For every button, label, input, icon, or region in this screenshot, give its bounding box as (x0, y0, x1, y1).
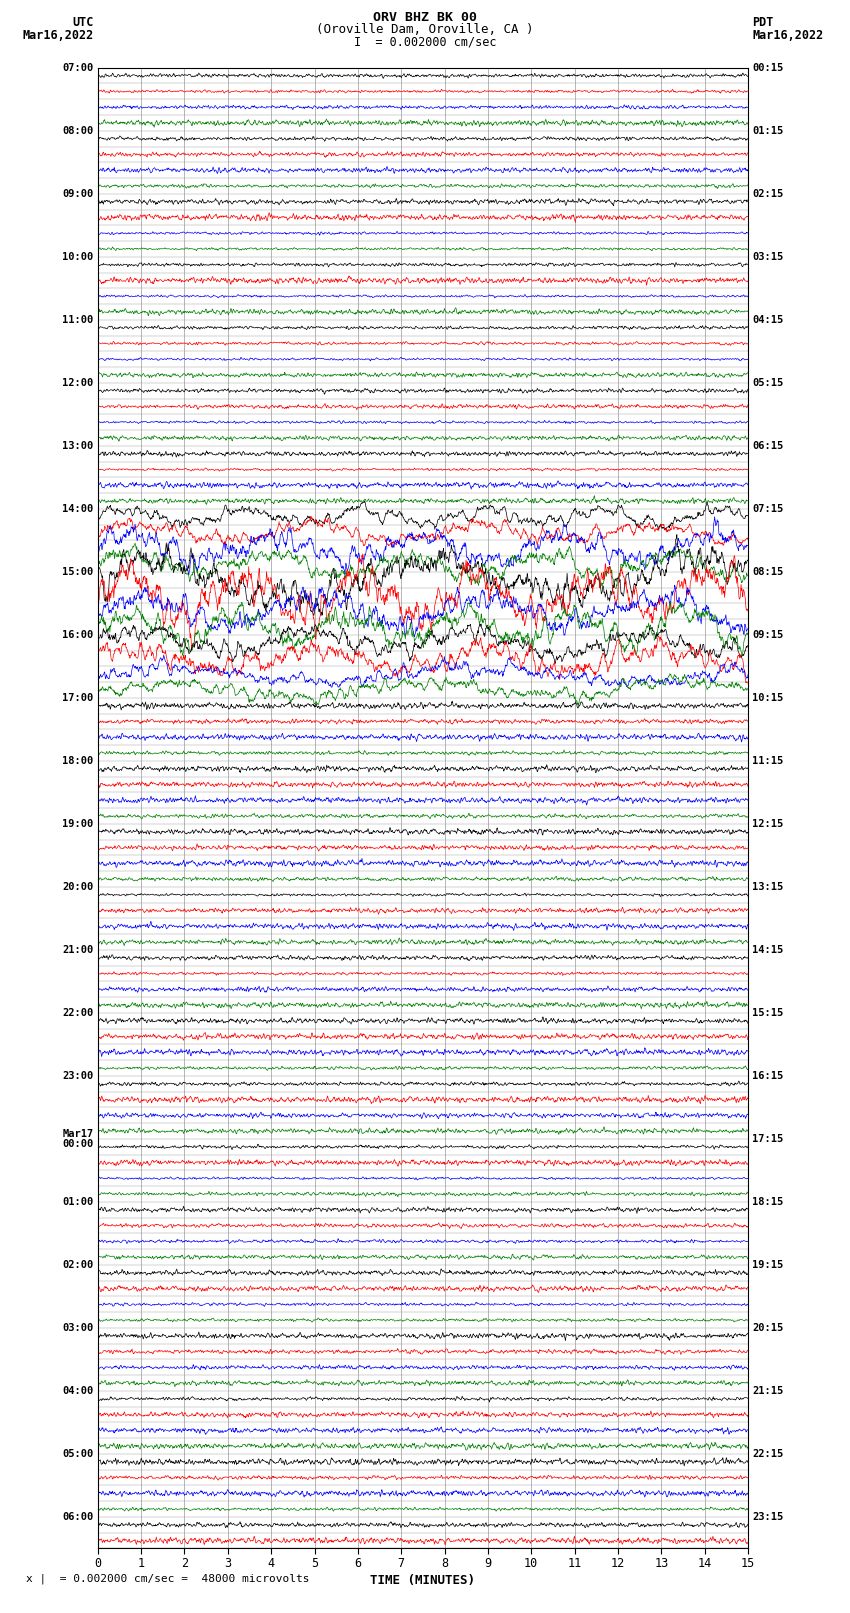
Text: x |  = 0.002000 cm/sec =  48000 microvolts: x | = 0.002000 cm/sec = 48000 microvolts (26, 1573, 309, 1584)
Text: 18:15: 18:15 (752, 1197, 784, 1207)
Text: 10:00: 10:00 (62, 252, 94, 261)
Text: 18:00: 18:00 (62, 756, 94, 766)
Text: 23:15: 23:15 (752, 1511, 784, 1523)
Text: 05:15: 05:15 (752, 377, 784, 387)
Text: 09:00: 09:00 (62, 189, 94, 198)
Text: 06:00: 06:00 (62, 1511, 94, 1523)
Text: 14:00: 14:00 (62, 503, 94, 515)
Text: UTC: UTC (72, 16, 94, 29)
Text: 00:15: 00:15 (752, 63, 784, 73)
Text: 16:15: 16:15 (752, 1071, 784, 1081)
Text: 11:15: 11:15 (752, 756, 784, 766)
Text: PDT: PDT (752, 16, 774, 29)
Text: 20:00: 20:00 (62, 882, 94, 892)
Text: 00:00: 00:00 (62, 1139, 94, 1148)
Text: 14:15: 14:15 (752, 945, 784, 955)
Text: 19:00: 19:00 (62, 819, 94, 829)
Text: 08:15: 08:15 (752, 566, 784, 577)
Text: 12:00: 12:00 (62, 377, 94, 387)
Text: 22:15: 22:15 (752, 1448, 784, 1460)
Text: 16:00: 16:00 (62, 629, 94, 640)
Text: 22:00: 22:00 (62, 1008, 94, 1018)
Text: 03:15: 03:15 (752, 252, 784, 261)
Text: 02:15: 02:15 (752, 189, 784, 198)
Text: Mar16,2022: Mar16,2022 (22, 29, 94, 42)
Text: 05:00: 05:00 (62, 1448, 94, 1460)
Text: 13:15: 13:15 (752, 882, 784, 892)
Text: 13:00: 13:00 (62, 440, 94, 450)
Text: 11:00: 11:00 (62, 315, 94, 324)
Text: 10:15: 10:15 (752, 694, 784, 703)
Text: 06:15: 06:15 (752, 440, 784, 450)
Text: I  = 0.002000 cm/sec: I = 0.002000 cm/sec (354, 35, 496, 48)
Text: 15:00: 15:00 (62, 566, 94, 577)
Text: 21:15: 21:15 (752, 1386, 784, 1395)
Text: ORV BHZ BK 00: ORV BHZ BK 00 (373, 11, 477, 24)
Text: 03:00: 03:00 (62, 1323, 94, 1332)
Text: 08:00: 08:00 (62, 126, 94, 135)
Text: 21:00: 21:00 (62, 945, 94, 955)
Text: 17:15: 17:15 (752, 1134, 784, 1144)
Text: Mar17: Mar17 (62, 1129, 94, 1139)
Text: 15:15: 15:15 (752, 1008, 784, 1018)
Text: 19:15: 19:15 (752, 1260, 784, 1269)
Text: 17:00: 17:00 (62, 694, 94, 703)
Text: 01:00: 01:00 (62, 1197, 94, 1207)
Text: 09:15: 09:15 (752, 629, 784, 640)
Text: 01:15: 01:15 (752, 126, 784, 135)
Text: 12:15: 12:15 (752, 819, 784, 829)
X-axis label: TIME (MINUTES): TIME (MINUTES) (371, 1574, 475, 1587)
Text: 04:15: 04:15 (752, 315, 784, 324)
Text: 20:15: 20:15 (752, 1323, 784, 1332)
Text: Mar16,2022: Mar16,2022 (752, 29, 824, 42)
Text: 04:00: 04:00 (62, 1386, 94, 1395)
Text: 07:15: 07:15 (752, 503, 784, 515)
Text: (Oroville Dam, Oroville, CA ): (Oroville Dam, Oroville, CA ) (316, 23, 534, 37)
Text: 23:00: 23:00 (62, 1071, 94, 1081)
Text: 02:00: 02:00 (62, 1260, 94, 1269)
Text: 07:00: 07:00 (62, 63, 94, 73)
